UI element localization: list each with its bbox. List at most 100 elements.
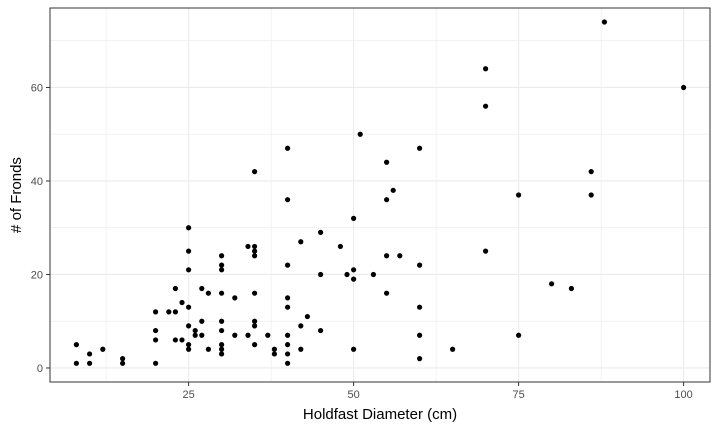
data-point bbox=[73, 360, 79, 366]
data-point bbox=[271, 351, 277, 357]
data-point bbox=[337, 243, 343, 250]
data-point bbox=[601, 19, 608, 25]
x-tick-label: 25 bbox=[182, 389, 194, 401]
data-point bbox=[318, 229, 324, 235]
data-point bbox=[271, 346, 277, 352]
data-point bbox=[252, 318, 258, 324]
data-point bbox=[304, 313, 310, 320]
data-point bbox=[232, 332, 238, 338]
data-point bbox=[417, 262, 423, 268]
data-point bbox=[166, 309, 172, 315]
data-point bbox=[549, 281, 555, 287]
data-point bbox=[186, 323, 192, 329]
data-point bbox=[252, 243, 258, 250]
data-point bbox=[285, 360, 291, 366]
x-axis: 25 50 75 100 bbox=[182, 382, 693, 401]
y-axis: 0 20 40 60 bbox=[31, 82, 50, 375]
y-tick-label: 0 bbox=[37, 363, 43, 375]
data-point bbox=[219, 351, 225, 357]
data-point bbox=[179, 299, 185, 306]
data-point bbox=[384, 197, 390, 203]
data-point bbox=[318, 327, 324, 334]
data-point bbox=[285, 304, 291, 310]
data-point bbox=[219, 262, 225, 268]
data-point bbox=[285, 145, 291, 151]
data-point bbox=[265, 332, 271, 338]
x-axis-title: Holdfast Diameter (cm) bbox=[303, 406, 457, 423]
data-point bbox=[370, 271, 376, 278]
data-point bbox=[417, 332, 423, 338]
y-tick-label: 40 bbox=[31, 176, 43, 188]
data-points bbox=[73, 19, 687, 366]
data-point bbox=[298, 239, 304, 245]
data-point bbox=[245, 332, 251, 338]
data-point bbox=[73, 342, 79, 348]
data-point bbox=[252, 342, 258, 348]
data-point bbox=[344, 271, 350, 278]
data-point bbox=[397, 253, 403, 259]
data-point bbox=[219, 290, 225, 296]
data-point bbox=[100, 346, 106, 352]
data-point bbox=[285, 295, 291, 301]
plot-panel-border bbox=[49, 7, 711, 383]
data-point bbox=[186, 304, 192, 310]
data-point bbox=[192, 332, 198, 338]
grid-lines bbox=[50, 8, 710, 382]
data-point bbox=[219, 253, 225, 259]
data-point bbox=[232, 295, 238, 301]
data-point bbox=[483, 248, 489, 254]
data-point bbox=[153, 327, 159, 334]
data-point bbox=[245, 243, 251, 250]
data-point bbox=[172, 285, 178, 292]
data-point bbox=[285, 332, 291, 338]
data-point bbox=[219, 327, 225, 334]
data-point bbox=[205, 346, 211, 352]
data-point bbox=[153, 360, 159, 366]
y-axis-title: # of Fronds bbox=[8, 157, 25, 233]
data-point bbox=[568, 285, 575, 292]
data-point bbox=[252, 290, 258, 296]
data-point bbox=[199, 318, 205, 324]
data-point bbox=[681, 84, 687, 91]
data-point bbox=[172, 337, 178, 343]
data-point bbox=[384, 159, 390, 165]
data-point bbox=[199, 332, 205, 338]
data-point bbox=[219, 318, 225, 324]
data-point bbox=[192, 327, 198, 334]
y-tick-label: 20 bbox=[31, 269, 43, 281]
y-tick-label: 60 bbox=[31, 82, 43, 94]
data-point bbox=[384, 253, 390, 259]
data-point bbox=[417, 304, 423, 310]
x-tick-label: 100 bbox=[674, 389, 692, 401]
data-point bbox=[252, 169, 258, 175]
data-point bbox=[186, 248, 192, 254]
data-point bbox=[153, 309, 159, 315]
data-point bbox=[450, 346, 456, 352]
data-point bbox=[351, 267, 357, 273]
data-point bbox=[252, 323, 258, 329]
data-point bbox=[205, 290, 211, 296]
data-point bbox=[252, 253, 258, 259]
data-point bbox=[285, 262, 291, 268]
data-point bbox=[120, 360, 126, 366]
data-point bbox=[588, 169, 594, 175]
data-point bbox=[384, 290, 390, 296]
data-point bbox=[285, 342, 291, 348]
data-point bbox=[285, 197, 291, 203]
data-point bbox=[351, 276, 357, 282]
data-point bbox=[516, 332, 522, 338]
data-point bbox=[120, 356, 126, 362]
data-point bbox=[199, 285, 205, 292]
data-point bbox=[87, 351, 93, 357]
x-tick-label: 75 bbox=[512, 389, 524, 401]
data-point bbox=[186, 267, 192, 273]
data-point bbox=[153, 337, 159, 343]
data-point bbox=[318, 271, 324, 278]
data-point bbox=[417, 145, 423, 151]
x-tick-label: 50 bbox=[347, 389, 359, 401]
data-point bbox=[252, 248, 258, 254]
data-point bbox=[298, 346, 304, 352]
data-point bbox=[516, 192, 522, 198]
data-point bbox=[179, 337, 185, 343]
